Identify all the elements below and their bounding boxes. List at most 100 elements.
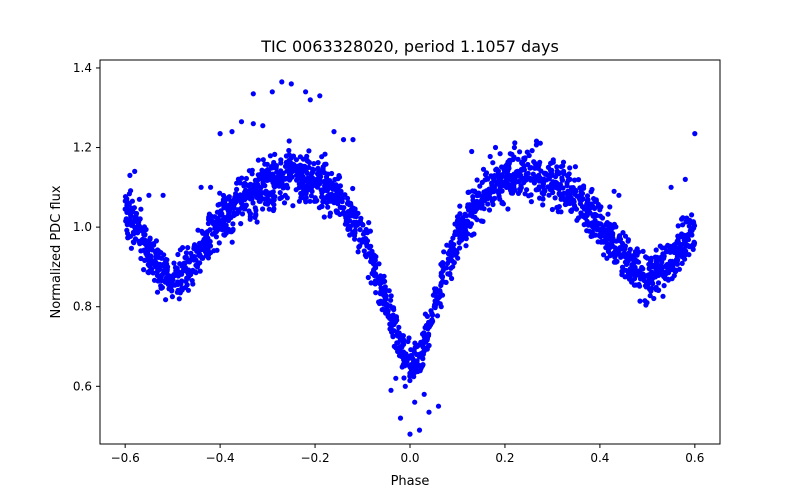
data-point [182, 284, 188, 291]
data-point [584, 210, 590, 216]
data-point [470, 202, 476, 208]
data-point [412, 340, 418, 346]
data-point [481, 206, 487, 212]
data-point [251, 182, 257, 188]
data-point [182, 254, 188, 261]
data-point [325, 193, 331, 199]
data-point [368, 258, 374, 265]
data-point [397, 415, 404, 421]
data-point [271, 159, 277, 166]
data-point [510, 180, 516, 186]
data-point [265, 173, 272, 179]
data-point [215, 221, 221, 227]
data-point [646, 266, 652, 272]
data-point [486, 207, 493, 213]
data-point [307, 180, 313, 186]
data-point [164, 271, 170, 277]
data-point [176, 296, 182, 302]
data-point [348, 223, 354, 229]
data-point [169, 287, 175, 293]
data-point [394, 340, 400, 346]
data-point [347, 209, 353, 215]
data-point [185, 245, 191, 251]
data-point [684, 242, 691, 248]
data-point [296, 185, 302, 191]
data-point [610, 235, 616, 241]
data-point [549, 206, 556, 213]
data-point [674, 239, 680, 245]
data-point [188, 250, 194, 256]
data-point [625, 270, 632, 276]
data-point [619, 271, 625, 277]
data-point [457, 235, 463, 241]
data-point [573, 206, 580, 212]
data-point [160, 192, 166, 198]
data-point [438, 304, 444, 310]
data-point [592, 221, 598, 227]
data-point [416, 362, 422, 368]
data-point [517, 149, 523, 155]
data-point [559, 177, 565, 183]
data-point [132, 168, 138, 174]
data-point [495, 171, 501, 178]
data-point [496, 190, 502, 196]
data-point [690, 219, 697, 225]
data-point [511, 171, 517, 177]
data-point [492, 144, 499, 151]
data-point [163, 258, 169, 264]
data-point [448, 265, 454, 271]
data-point [239, 196, 245, 202]
data-point [560, 185, 566, 191]
data-point [259, 167, 265, 173]
data-point [488, 173, 494, 179]
data-point [640, 271, 646, 277]
data-point [540, 202, 546, 208]
data-point [231, 212, 237, 219]
data-point [549, 167, 555, 173]
data-point [209, 218, 215, 224]
data-point [190, 281, 196, 287]
data-point [312, 178, 318, 184]
data-point [631, 282, 638, 288]
data-point [234, 186, 240, 192]
data-point [618, 254, 624, 260]
data-point [302, 196, 308, 202]
data-point [327, 213, 333, 219]
data-point [653, 266, 660, 272]
data-point [515, 156, 521, 162]
data-point [186, 273, 192, 280]
data-point [573, 187, 579, 193]
data-point [260, 206, 266, 212]
data-point [175, 281, 181, 287]
data-point [153, 238, 159, 244]
data-point [396, 344, 403, 350]
data-point [365, 274, 371, 281]
data-point [507, 151, 513, 157]
data-point [450, 235, 456, 241]
data-point [135, 230, 141, 236]
data-point [537, 159, 543, 165]
data-point [616, 192, 622, 198]
data-point [260, 123, 266, 129]
data-point [525, 170, 531, 176]
data-point [487, 153, 493, 160]
data-point [407, 431, 413, 437]
data-point [668, 184, 674, 190]
data-point [562, 201, 569, 208]
data-point [526, 193, 532, 199]
data-point [402, 383, 408, 389]
data-point [379, 286, 385, 292]
data-point [487, 194, 493, 200]
data-point [611, 250, 617, 256]
data-point [680, 234, 686, 240]
data-point [408, 347, 414, 353]
data-point [490, 160, 496, 166]
data-point [316, 205, 322, 211]
data-point [373, 272, 379, 278]
data-point [653, 284, 659, 291]
data-point [154, 289, 161, 295]
data-point [438, 270, 444, 276]
data-point [299, 169, 305, 175]
data-point [440, 261, 446, 267]
data-point [344, 195, 351, 201]
